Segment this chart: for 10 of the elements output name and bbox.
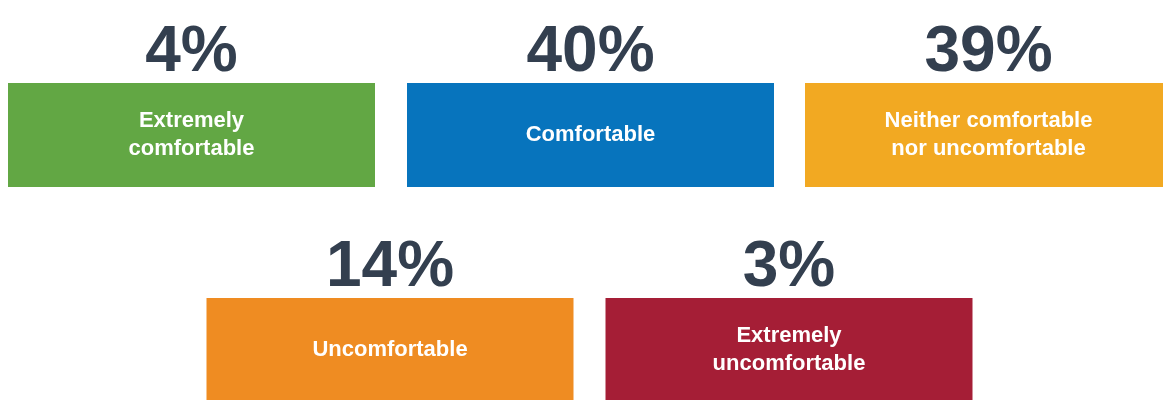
data-label: 3% bbox=[742, 228, 836, 300]
data-label: 14% bbox=[325, 228, 455, 300]
category-label: Comfortable bbox=[525, 121, 656, 147]
data-label: 40% bbox=[526, 13, 655, 85]
category-label: Extremely uncomfortable bbox=[712, 322, 866, 376]
data-label: 39% bbox=[924, 13, 1053, 85]
data-label: 4% bbox=[145, 13, 238, 85]
category-label: Uncomfortable bbox=[312, 336, 468, 362]
category-label: Neither comfortable nor uncomfortable bbox=[884, 107, 1093, 161]
category-label: Extremely comfortable bbox=[128, 107, 255, 161]
